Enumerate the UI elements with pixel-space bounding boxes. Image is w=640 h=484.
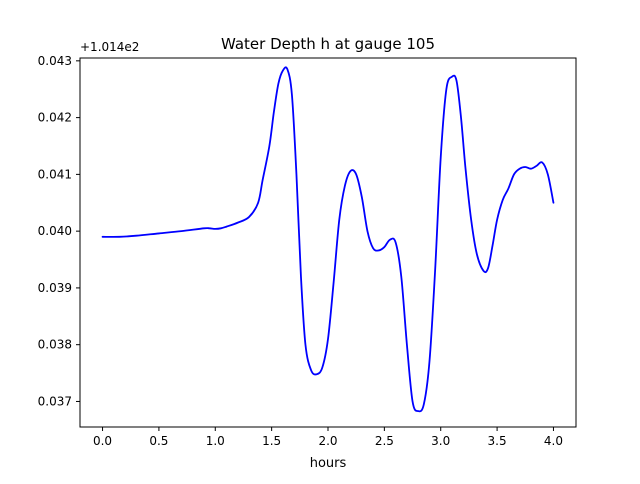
x-tick-label: 3.5 <box>488 434 507 448</box>
x-tick-label: 4.0 <box>544 434 563 448</box>
y-tick-label: 0.040 <box>38 224 72 238</box>
y-tick-label: 0.042 <box>38 111 72 125</box>
x-tick-label: 0.0 <box>93 434 112 448</box>
x-tick-label: 0.5 <box>149 434 168 448</box>
x-tick-label: 2.0 <box>318 434 337 448</box>
y-tick-label: 0.043 <box>38 54 72 68</box>
plot-area: 0.0 0.5 1.0 1.5 2.0 2.5 3.0 3.5 4.0 0.037 0.038 0.0… <box>38 54 577 448</box>
y-tick-label: 0.038 <box>38 338 72 352</box>
y-tick-label: 0.037 <box>38 394 72 408</box>
x-axis-label: hours <box>310 456 347 471</box>
x-tick-label: 1.0 <box>206 434 225 448</box>
x-tick-label: 2.5 <box>375 434 394 448</box>
x-tick-label: 1.5 <box>262 434 281 448</box>
y-tick-label: 0.041 <box>38 167 72 181</box>
y-tick-label: 0.039 <box>38 281 72 295</box>
x-tick-label: 3.0 <box>431 434 450 448</box>
series-line-0 <box>101 66 555 413</box>
chart-title: Water Depth h at gauge 105 <box>221 35 435 53</box>
y-axis-offset-label: +1.014e2 <box>80 40 139 54</box>
